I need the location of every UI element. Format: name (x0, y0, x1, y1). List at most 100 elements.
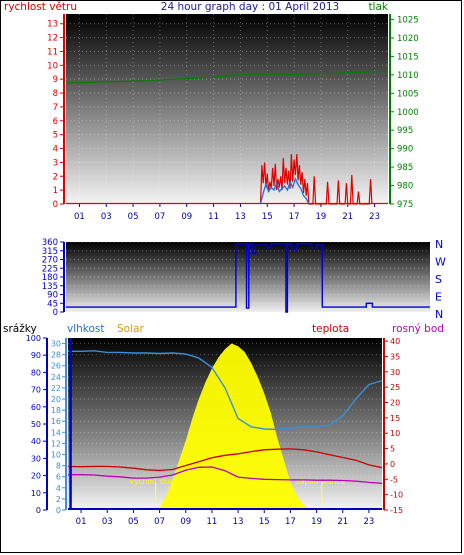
wind-tick-label: 12 (47, 34, 58, 44)
wind-tick-label: 9 (53, 75, 58, 85)
humidity-tick-label: 28 (51, 351, 61, 360)
pressure-axis-title: tlak (368, 1, 388, 13)
humidity-series-line (68, 350, 383, 431)
humidity-tick-label: 16 (51, 417, 61, 426)
direction-tick-label: 360 (42, 238, 58, 248)
pressure-tick-label: 1000 (397, 108, 419, 118)
x-tick-label: 15 (262, 212, 273, 222)
rain-tick-label: 20 (31, 472, 41, 481)
rain-tick-label: 60 (31, 403, 41, 412)
humidity-tick-label: 18 (51, 406, 61, 415)
pressure-tick-label: 1015 (397, 52, 419, 62)
temperature-series-line (67, 448, 383, 472)
x-tick-label: 21 (342, 212, 353, 222)
temperature-tick-label: 35 (390, 352, 400, 361)
humidity-tick-label: 24 (51, 373, 61, 382)
wind-average-series-line (259, 177, 310, 205)
wind-tick-label: 10 (47, 61, 58, 71)
humidity-tick-label: 26 (51, 362, 61, 371)
rain-tick-label: 0 (36, 506, 41, 515)
rain-tick-label: 10 (31, 489, 41, 498)
temperature-axis-title: teplota (312, 323, 349, 335)
compass-label: E (435, 291, 442, 304)
temperature-tick-label: 30 (390, 368, 400, 377)
x-tick-label: 15 (259, 517, 270, 527)
rain-tick-label: 30 (31, 454, 41, 463)
direction-tick-label: 135 (42, 282, 58, 292)
wind-tick-label: 4 (53, 145, 58, 155)
temperature-tick-label: 40 (390, 337, 400, 346)
humidity-tick-label: 14 (51, 428, 61, 437)
direction-tick-label: 225 (42, 264, 58, 274)
dewpoint-series-line (68, 466, 383, 484)
temperature-tick-label: -15 (390, 506, 403, 515)
humidity-tick-label: 2 (56, 495, 61, 504)
sunrise-label: východ slunce (130, 477, 184, 486)
rain-tick-label: 100 (26, 334, 41, 343)
pressure-tick-label: 990 (397, 145, 413, 155)
x-tick-label: 11 (207, 517, 218, 527)
wind-tick-label: 11 (47, 47, 58, 57)
wind-tick-label: 6 (53, 117, 58, 127)
humidity-tick-label: 8 (56, 462, 61, 471)
x-tick-label: 01 (74, 212, 85, 222)
x-tick-label: 09 (181, 212, 192, 222)
wind-tick-label: 0 (53, 200, 58, 210)
humidity-tick-label: 10 (51, 451, 61, 460)
wind-gust-series-line (259, 154, 373, 205)
rain-tick-label: 40 (31, 437, 41, 446)
compass-label: W (435, 256, 446, 269)
pressure-tick-label: 1025 (397, 16, 419, 26)
x-tick-label: 03 (102, 517, 113, 527)
rain-tick-label: 50 (31, 420, 41, 429)
compass-label: S (435, 273, 442, 286)
rain-axis-title: srážky (3, 323, 37, 335)
temperature-tick-label: -5 (390, 475, 398, 484)
compass-label: N (435, 238, 443, 251)
graph-title: 24 hour graph day : 01 April 2013 (161, 1, 339, 13)
x-tick-label: 05 (128, 517, 139, 527)
x-tick-label: 13 (233, 517, 244, 527)
rain-tick-label: 80 (31, 368, 41, 377)
x-tick-label: 23 (369, 212, 380, 222)
x-tick-label: 21 (337, 517, 348, 527)
temperature-tick-label: 0 (390, 460, 395, 469)
temperature-tick-label: -10 (390, 491, 403, 500)
direction-tick-label: 45 (47, 299, 58, 309)
pressure-tick-label: 1010 (397, 71, 419, 81)
wind-axis-title: rychlost větru (4, 1, 77, 13)
humidity-tick-label: 0 (56, 506, 61, 515)
x-tick-label: 07 (154, 517, 165, 527)
x-tick-label: 05 (128, 212, 139, 222)
wind-tick-label: 5 (53, 131, 58, 141)
humidity-tick-label: 4 (56, 484, 61, 493)
x-tick-label: 17 (289, 212, 300, 222)
pressure-tick-label: 980 (397, 182, 413, 192)
wind-plot-area (66, 14, 388, 204)
temperature-tick-label: 25 (390, 383, 400, 392)
temperature-tick-label: 5 (390, 445, 395, 454)
x-tick-label: 09 (180, 517, 191, 527)
pressure-tick-label: 1020 (397, 34, 419, 44)
x-tick-label: 03 (101, 212, 112, 222)
wind-tick-label: 8 (53, 89, 58, 99)
wind-direction-series-line (66, 243, 430, 313)
x-tick-label: 07 (155, 212, 166, 222)
x-tick-label: 01 (76, 517, 87, 527)
wind-tick-label: 13 (47, 20, 58, 30)
direction-tick-label: 315 (42, 247, 58, 257)
x-tick-label: 11 (208, 212, 219, 222)
temperature-tick-label: 15 (390, 414, 400, 423)
pressure-tick-label: 1005 (397, 89, 419, 99)
solar-axis-title: Solar (117, 323, 144, 335)
rain-tick-label: 90 (31, 351, 41, 360)
pressure-tick-label: 985 (397, 163, 413, 173)
wind-tick-label: 3 (53, 158, 58, 168)
x-tick-label: 17 (285, 517, 296, 527)
compass-label: N (435, 308, 443, 321)
temperature-tick-label: 10 (390, 429, 400, 438)
pressure-tick-label: 975 (397, 200, 413, 210)
pressure-series-line (65, 70, 389, 84)
